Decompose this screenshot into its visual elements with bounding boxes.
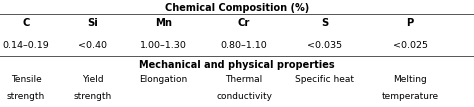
Text: Mechanical and physical properties: Mechanical and physical properties	[139, 60, 335, 70]
Text: Tensile: Tensile	[11, 75, 41, 84]
Text: Specific heat: Specific heat	[295, 75, 354, 84]
Text: strength: strength	[73, 92, 111, 101]
Text: P: P	[406, 18, 414, 28]
Text: conductivity: conductivity	[216, 92, 272, 101]
Text: Thermal: Thermal	[226, 75, 263, 84]
Text: Yield: Yield	[82, 75, 103, 84]
Text: Si: Si	[87, 18, 98, 28]
Text: Cr: Cr	[238, 18, 250, 28]
Text: S: S	[321, 18, 328, 28]
Text: <0.025: <0.025	[392, 41, 428, 50]
Text: 0.80–1.10: 0.80–1.10	[221, 41, 267, 50]
Text: 1.00–1.30: 1.00–1.30	[140, 41, 187, 50]
Text: strength: strength	[7, 92, 45, 101]
Text: Chemical Composition (%): Chemical Composition (%)	[165, 3, 309, 13]
Text: <0.40: <0.40	[78, 41, 107, 50]
Text: Elongation: Elongation	[139, 75, 188, 84]
Text: Melting: Melting	[393, 75, 427, 84]
Text: <0.035: <0.035	[307, 41, 342, 50]
Text: temperature: temperature	[382, 92, 438, 101]
Text: 0.14–0.19: 0.14–0.19	[3, 41, 49, 50]
Text: C: C	[22, 18, 30, 28]
Text: Mn: Mn	[155, 18, 172, 28]
